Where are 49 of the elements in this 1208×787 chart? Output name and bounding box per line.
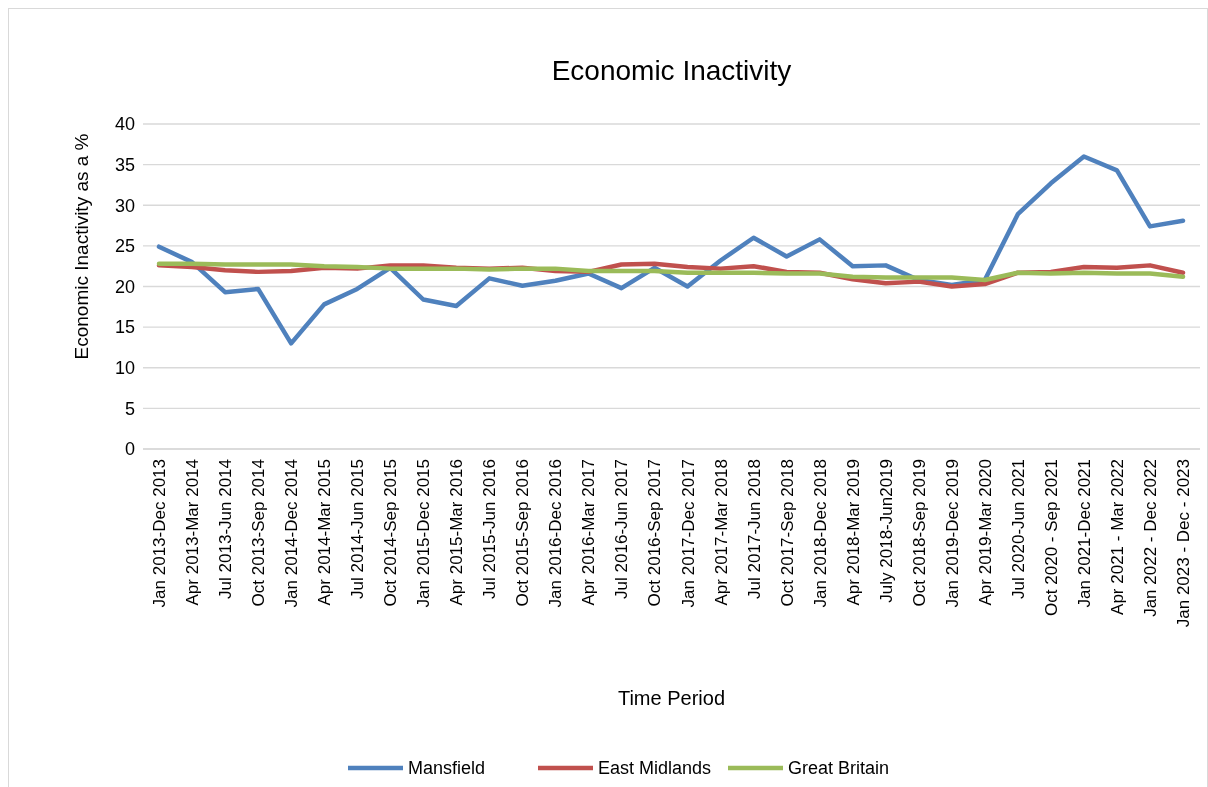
legend-label: East Midlands: [598, 758, 712, 779]
y-axis-title: Economic Inactivity as a %: [71, 133, 92, 360]
x-tick-label: Jul 2017-Jun 2018: [744, 459, 764, 599]
legend-label: Mansfield: [408, 758, 486, 779]
chart-title: Economic Inactivity: [551, 55, 792, 86]
x-tick-label: Apr 2019-Mar 2020: [975, 459, 995, 606]
x-tick-label: Jan 2021-Dec 2021: [1074, 459, 1094, 608]
x-tick-label: Jan 2023 - Dec - 2023: [1174, 459, 1193, 628]
x-tick-label: Jul 2020-Jun 2021: [1008, 459, 1028, 599]
line-series: [156, 261, 1186, 283]
y-tick-label: 40: [114, 114, 135, 135]
x-tick-label: Oct 2020 - Sep 2021: [1041, 459, 1061, 616]
x-axis-title: Time Period: [617, 687, 726, 709]
x-tick-label: Oct 2014-Sep 2015: [381, 459, 401, 607]
x-tick-label: Apr 2014-Mar 2015: [315, 459, 335, 606]
x-tick-label: Jan 2017-Dec 2017: [678, 459, 698, 608]
x-tick-label: Oct 2018-Sep 2019: [909, 459, 929, 607]
y-tick-label: 25: [114, 236, 135, 257]
x-tick-label: Apr 2017-Mar 2018: [711, 459, 731, 606]
x-tick-label: Jul 2015-Jun 2016: [480, 459, 500, 599]
x-tick-label: Oct 2017-Sep 2018: [777, 459, 797, 607]
y-tick-label: 30: [114, 195, 135, 216]
x-tick-label: Jan 2022 - Dec 2022: [1140, 459, 1160, 617]
x-tick-label: Apr 2018-Mar 2019: [843, 459, 863, 606]
y-tick-label: 0: [124, 439, 135, 460]
y-tick-label: 20: [114, 276, 135, 297]
x-tick-label: Apr 2021 - Mar 2022: [1107, 459, 1127, 615]
x-tick-label: Oct 2015-Sep 2016: [513, 459, 533, 607]
x-tick-label: Jul 2016-Jun 2017: [612, 459, 632, 599]
x-tick-label: Apr 2015-Mar 2016: [447, 459, 467, 606]
x-tick-label: Jan 2019-Dec 2019: [942, 459, 962, 608]
x-tick-label: Apr 2016-Mar 2017: [579, 459, 599, 606]
x-tick-label: Oct 2013-Sep 2014: [249, 459, 269, 607]
y-tick-label: 10: [114, 358, 135, 379]
x-tick-label: Oct 2016-Sep 2017: [645, 459, 665, 607]
x-tick-label: Jul 2013-Jun 2014: [216, 459, 236, 599]
line-series: [156, 154, 1186, 346]
x-tick-label: Apr 2013-Mar 2014: [183, 459, 203, 606]
x-tick-label: Jul 2014-Jun 2015: [348, 459, 368, 599]
x-tick-label: Jan 2014-Dec 2014: [282, 459, 302, 608]
x-tick-label: July 2018-Jun2019: [876, 459, 896, 603]
y-tick-label: 35: [114, 154, 135, 175]
y-tick-label: 5: [124, 398, 135, 419]
x-tick-label: Jan 2015-Dec 2015: [414, 459, 434, 608]
legend-label: Great Britain: [788, 758, 890, 779]
y-tick-label: 15: [114, 317, 135, 338]
x-tick-label: Jan 2013-Dec 2013: [150, 459, 169, 608]
x-tick-label: Jan 2016-Dec 2016: [546, 459, 566, 608]
x-tick-label: Jan 2018-Dec 2018: [810, 459, 830, 608]
